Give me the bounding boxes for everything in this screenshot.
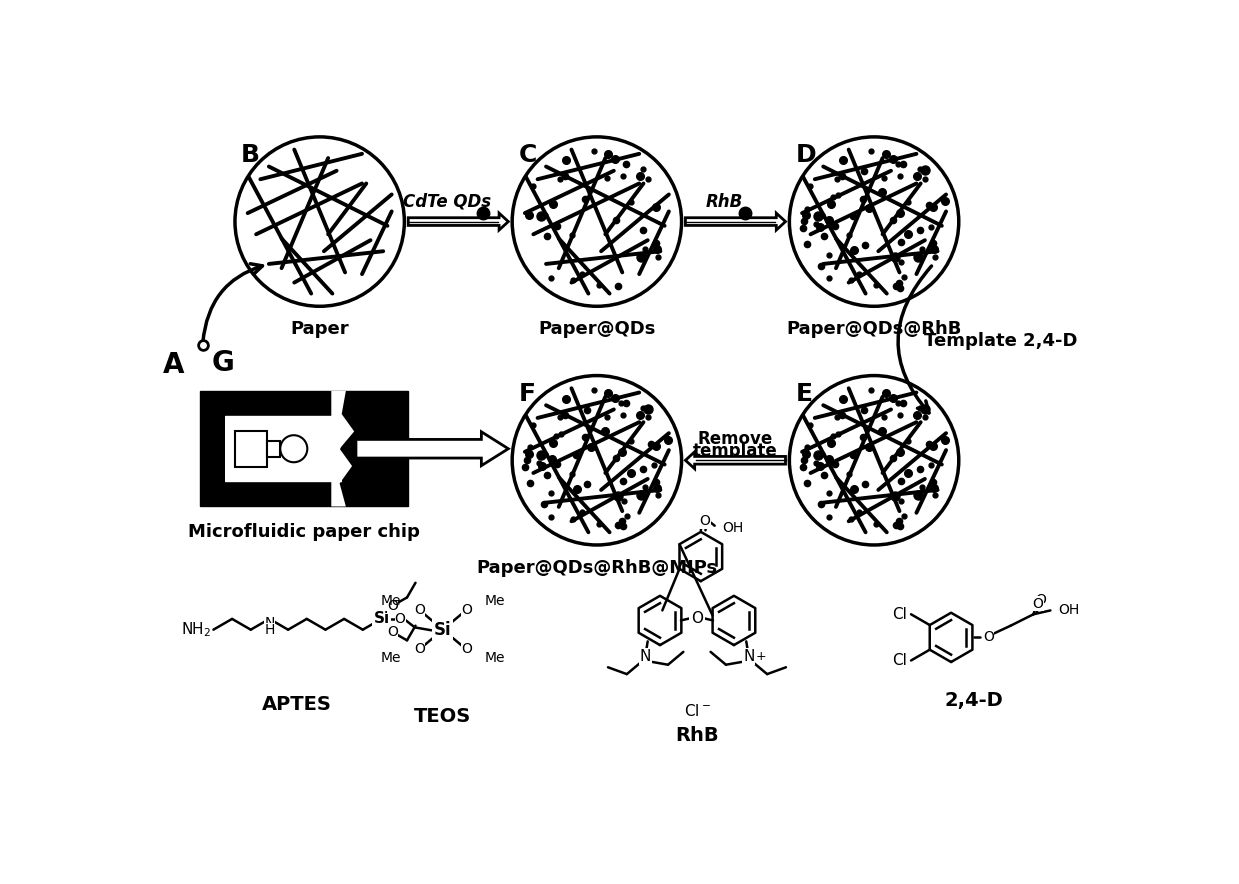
Text: Template 2,4-D: Template 2,4-D bbox=[924, 332, 1078, 350]
Text: B: B bbox=[242, 143, 260, 167]
Text: O: O bbox=[1032, 597, 1043, 611]
Bar bbox=[201, 391, 408, 507]
Text: D: D bbox=[795, 143, 817, 167]
Text: Paper@QDs@RhB: Paper@QDs@RhB bbox=[787, 320, 961, 339]
Text: NH$_2$: NH$_2$ bbox=[181, 621, 212, 639]
Text: O: O bbox=[395, 612, 405, 626]
Circle shape bbox=[789, 376, 959, 545]
Text: CdTe QDs: CdTe QDs bbox=[403, 193, 491, 210]
Text: OH: OH bbox=[722, 521, 743, 535]
Text: Remove: Remove bbox=[698, 430, 773, 448]
Bar bbox=[225, 416, 346, 481]
Polygon shape bbox=[408, 213, 508, 230]
Text: Paper@QDs@RhB@MIPs: Paper@QDs@RhB@MIPs bbox=[476, 559, 717, 577]
Bar bbox=[342, 391, 408, 507]
Text: Si: Si bbox=[373, 612, 389, 627]
Bar bbox=[235, 431, 266, 467]
Text: O: O bbox=[1036, 592, 1047, 606]
Text: C: C bbox=[518, 143, 536, 167]
Text: Me: Me bbox=[484, 651, 506, 665]
Text: 2,4-D: 2,4-D bbox=[945, 691, 1004, 710]
Text: RhB: RhB bbox=[705, 193, 742, 210]
Text: Cl$^-$: Cl$^-$ bbox=[684, 703, 710, 719]
Text: RhB: RhB bbox=[675, 726, 719, 745]
Text: O: O bbox=[984, 630, 994, 644]
Text: Cl: Cl bbox=[892, 653, 907, 668]
Text: O: O bbox=[461, 643, 472, 657]
Text: Cl: Cl bbox=[892, 606, 907, 621]
Circle shape bbox=[280, 435, 307, 462]
Text: O: O bbox=[461, 603, 472, 617]
Text: O: O bbox=[691, 611, 703, 626]
Text: O: O bbox=[699, 514, 710, 528]
Text: A: A bbox=[162, 351, 185, 379]
Text: Si: Si bbox=[434, 621, 452, 638]
Text: O: O bbox=[699, 513, 710, 527]
Bar bbox=[201, 391, 225, 507]
Circle shape bbox=[235, 137, 404, 306]
Text: Me: Me bbox=[380, 651, 400, 665]
Text: Me: Me bbox=[484, 594, 506, 608]
Text: APTES: APTES bbox=[261, 695, 332, 714]
Text: N: N bbox=[743, 649, 755, 664]
Text: H: H bbox=[264, 623, 275, 637]
Text: template: template bbox=[693, 441, 778, 460]
Polygon shape bbox=[331, 391, 354, 507]
Text: O: O bbox=[387, 599, 398, 613]
Text: E: E bbox=[795, 382, 813, 406]
Polygon shape bbox=[338, 391, 408, 507]
Text: O: O bbox=[414, 603, 425, 617]
Text: Microfluidic paper chip: Microfluidic paper chip bbox=[188, 523, 420, 541]
Circle shape bbox=[512, 137, 681, 306]
Circle shape bbox=[789, 137, 959, 306]
Text: Paper: Paper bbox=[290, 320, 349, 339]
Text: +: + bbox=[756, 650, 766, 663]
Polygon shape bbox=[685, 213, 786, 230]
Circle shape bbox=[512, 376, 681, 545]
Bar bbox=[266, 441, 280, 457]
Polygon shape bbox=[685, 452, 786, 469]
Text: F: F bbox=[518, 382, 535, 406]
Text: O: O bbox=[414, 643, 425, 657]
Text: Paper@QDs: Paper@QDs bbox=[538, 320, 655, 339]
Text: TEOS: TEOS bbox=[414, 706, 472, 726]
Polygon shape bbox=[356, 431, 508, 466]
Text: G: G bbox=[212, 349, 234, 377]
Text: N: N bbox=[264, 615, 275, 629]
Text: O: O bbox=[387, 625, 398, 639]
Text: Me: Me bbox=[380, 594, 400, 608]
Text: N: N bbox=[639, 649, 650, 664]
Text: OH: OH bbox=[1058, 604, 1079, 617]
